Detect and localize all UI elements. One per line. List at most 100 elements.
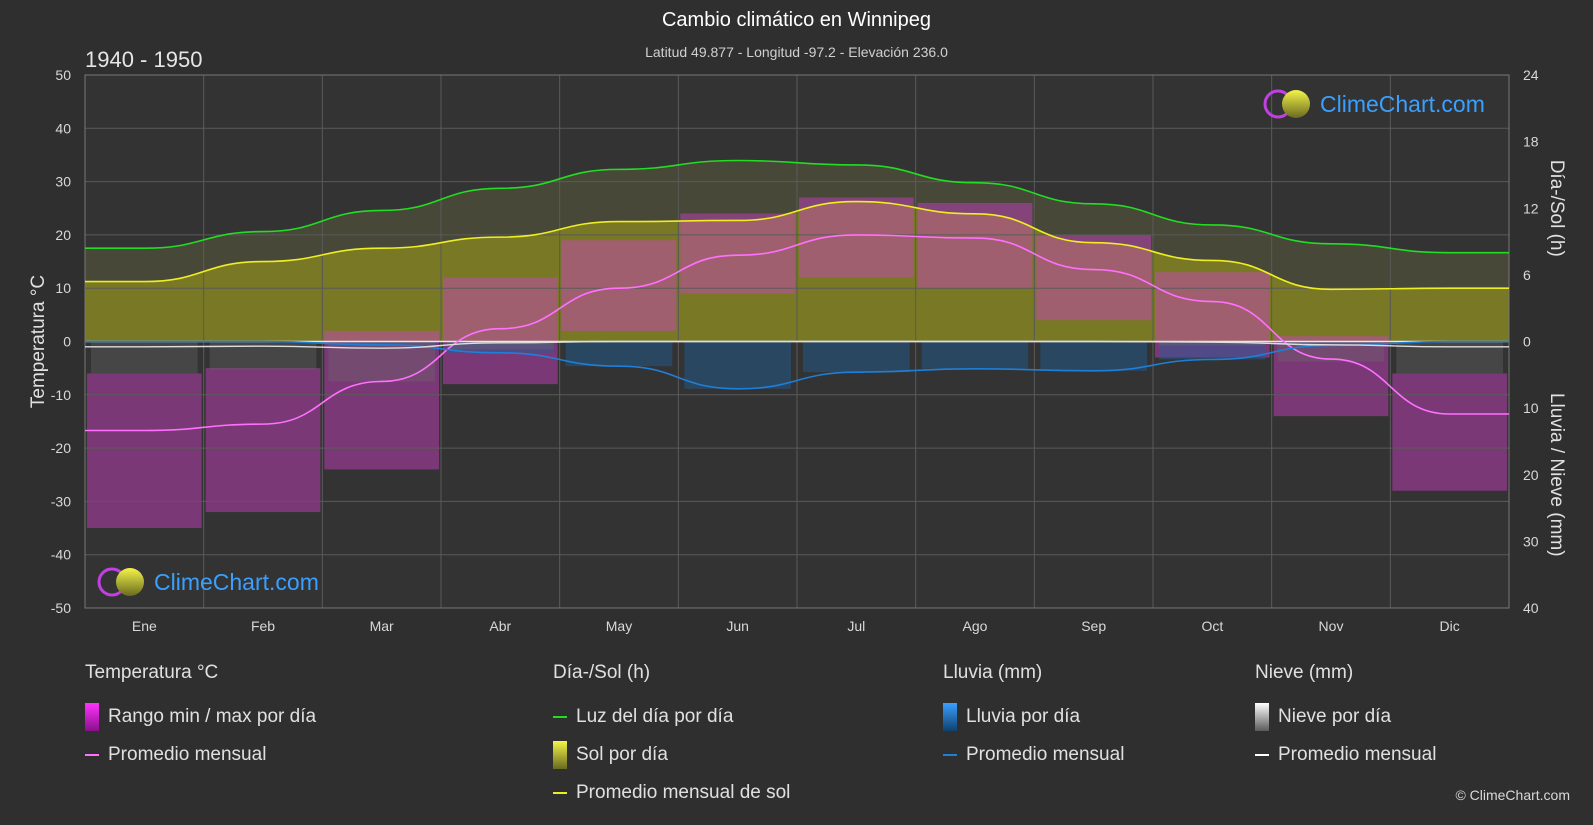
climechart-logo-icon: [97, 567, 144, 597]
snow-swatch: [1255, 703, 1269, 731]
y-left-tick-label: -40: [51, 547, 71, 563]
x-tick-label: Feb: [251, 618, 275, 634]
x-tick-label: Oct: [1201, 618, 1223, 634]
y-left-tick-label: 50: [55, 67, 71, 83]
chart-subtitle: Latitud 49.877 - Longitud -97.2 - Elevac…: [645, 44, 948, 60]
y-right-mm-tick-label: 30: [1523, 533, 1539, 549]
legend-label: Nieve por día: [1278, 706, 1392, 727]
temp-range-bar: [1036, 234, 1151, 321]
legend-label: Promedio mensual: [108, 744, 267, 765]
legend-item: Luz del día por día: [553, 698, 790, 736]
y-left-tick-label: -20: [51, 440, 71, 456]
x-tick-label: Jul: [847, 618, 865, 634]
x-tick-label: Ago: [963, 618, 988, 634]
rain-avg-line: [85, 340, 1509, 390]
y-right-mm-tick-label: 40: [1523, 600, 1539, 616]
legend-item: Promedio mensual: [943, 736, 1124, 774]
y-right-hours-axis-title: Día-/Sol (h): [1546, 160, 1567, 257]
brand-name: ClimeChart.com: [154, 568, 319, 595]
y-left-tick-label: 20: [55, 227, 71, 243]
temp-range-bar: [799, 197, 914, 278]
climechart-logo-icon: [1263, 89, 1310, 119]
y-left-tick-label: 30: [55, 174, 71, 190]
sunshine-swatch: [553, 741, 567, 769]
y-right-hours-tick-label: 24: [1523, 67, 1539, 83]
snow-avg-swatch: [1255, 754, 1269, 756]
temp-range-bar: [1273, 336, 1389, 417]
snow-bar: [447, 341, 554, 350]
x-tick-label: Nov: [1319, 618, 1344, 634]
temp-range-bar: [443, 277, 558, 385]
legend-item: Lluvia por día: [943, 698, 1124, 736]
temp-range-bar: [1392, 373, 1507, 491]
legend-label: Lluvia por día: [966, 706, 1081, 727]
brand-logo-top[interactable]: ClimeChart.com: [1262, 88, 1485, 120]
sun-avg-swatch: [553, 792, 567, 794]
legend-item: Sol por día: [553, 736, 790, 774]
y-right-hours-tick-label: 12: [1523, 200, 1539, 216]
legend-label: Promedio mensual de sol: [576, 782, 791, 803]
period-label: 1940 - 1950: [85, 47, 203, 72]
rain-swatch: [943, 703, 957, 731]
temp-range-bar: [917, 202, 1033, 289]
x-tick-label: Mar: [370, 618, 394, 634]
temp-range-swatch: [85, 703, 99, 731]
y-right-mm-tick-label: 20: [1523, 467, 1539, 483]
daylight-swatch: [553, 716, 567, 718]
y-left-tick-label: -10: [51, 387, 71, 403]
temp-range-bar: [205, 368, 321, 513]
rain-bar: [1040, 341, 1147, 371]
legend-temp-head: Temperatura °C: [85, 662, 219, 683]
legend-label: Promedio mensual: [1278, 744, 1437, 765]
y-left-tick-label: 0: [63, 334, 71, 350]
legend-rain-head: Lluvia (mm): [943, 662, 1043, 683]
legend-rain: Lluvia (mm) Lluvia por día Promedio mens…: [943, 662, 1124, 774]
temp-range-bar: [680, 213, 795, 294]
x-tick-label: Sep: [1081, 618, 1106, 634]
rain-bar: [565, 341, 673, 367]
x-tick-label: Abr: [489, 618, 511, 634]
temp-range-bar: [324, 330, 439, 470]
temp-avg-swatch: [85, 754, 99, 756]
legend-temperature: Temperatura °C Rango min / max por día P…: [85, 662, 316, 774]
rain-bar: [328, 341, 435, 345]
rain-bar: [1277, 341, 1385, 346]
x-tick-label: Ene: [132, 618, 157, 634]
y-right-hours-tick-label: 6: [1523, 267, 1531, 283]
rain-bar: [447, 341, 554, 353]
y-left-tick-label: -30: [51, 493, 71, 509]
sunshine-avg-line: [85, 200, 1509, 291]
legend-item: Nieve por día: [1255, 698, 1436, 736]
legend-sun: Día-/Sol (h) Luz del día por día Sol por…: [553, 662, 790, 812]
legend-item: Promedio mensual de sol: [553, 774, 790, 812]
daylight-line: [85, 159, 1509, 254]
y-right-hours-tick-label: 18: [1523, 134, 1539, 150]
y-left-tick-label: 10: [55, 280, 71, 296]
legend-item: Promedio mensual: [1255, 736, 1436, 774]
rain-avg-swatch: [943, 754, 957, 756]
legend-label: Luz del día por día: [576, 706, 734, 727]
copyright: © ClimeChart.com: [1455, 787, 1570, 803]
y-right-mm-tick-label: 10: [1523, 400, 1539, 416]
y-right-hours-tick-label: 0: [1523, 334, 1531, 350]
temp-range-bar: [561, 240, 677, 331]
temp-range-bar: [87, 373, 202, 529]
legend-sun-head: Día-/Sol (h): [553, 662, 651, 683]
brand-logo-bottom[interactable]: ClimeChart.com: [96, 566, 319, 598]
rain-bar: [684, 341, 791, 389]
legend-label: Sol por día: [576, 744, 668, 765]
legend-label: Promedio mensual: [966, 744, 1125, 765]
rain-bar: [803, 341, 910, 373]
x-tick-label: Dic: [1440, 618, 1460, 634]
legend-label: Rango min / max por día: [108, 706, 317, 727]
y-right-mm-axis-title: Lluvia / Nieve (mm): [1546, 393, 1567, 557]
rain-bar: [921, 341, 1029, 369]
chart-title: Cambio climático en Winnipeg: [661, 9, 931, 31]
y-left-tick-label: -50: [51, 600, 71, 616]
y-left-tick-label: 40: [55, 120, 71, 136]
legend-snow-head: Nieve (mm): [1255, 662, 1354, 683]
rain-bar: [1159, 341, 1266, 360]
brand-name: ClimeChart.com: [1320, 90, 1485, 117]
y-left-axis-title: Temperatura °C: [28, 275, 49, 408]
